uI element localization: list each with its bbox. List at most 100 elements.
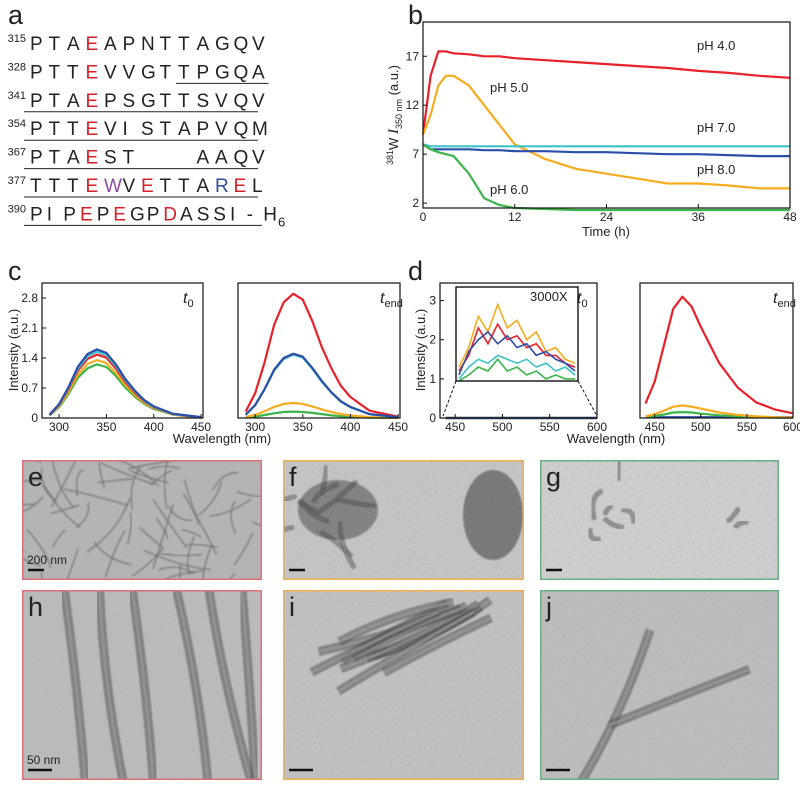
fibril-edge [152,504,174,569]
y-label-suffix: (a.u.) [386,65,401,99]
x-tick-label: 450 [191,420,211,434]
fibril-edge [159,553,203,557]
x-tick-label: 450 [445,420,465,434]
fibril-edge [40,571,42,580]
residue-number: 377 [8,175,26,187]
residues: ASSI-H [180,204,277,225]
residues: E [234,176,247,197]
data-line [645,404,794,419]
y-tick-label: 0.7 [21,381,38,395]
image-grain [540,590,779,780]
fibril-edge [202,544,212,580]
fibril-edge [22,504,35,506]
residues: E [86,148,99,169]
x-tick-label: 48 [783,210,797,224]
inset-border [455,286,579,382]
fibril-edge [617,460,621,481]
fibril-edge [588,528,601,541]
fibril-edge [42,485,81,528]
micrograph-image [283,460,524,580]
y-tick-label: 2 [429,333,436,347]
aggregate [463,470,523,560]
residues: L [252,176,263,197]
fibril-edge [198,481,222,516]
x-tick-label: 500 [691,420,711,434]
fibril-edge [22,550,25,553]
annotation-text: t [380,290,385,307]
fibril-edge [603,517,624,529]
panel-label: g [546,462,561,492]
annotation-subscript: 0 [187,298,193,310]
fibril-edge [609,667,750,727]
x-tick-label: 450 [645,420,665,434]
fibril-edge [209,498,252,517]
annotation-text: t [183,290,188,307]
x-tick-label: 24 [600,210,614,224]
residues: D [163,204,177,225]
fibril-edge [183,493,217,555]
fibril-edge [621,509,635,524]
fibril-edge [144,550,211,571]
series-label: pH 8.0 [697,162,735,177]
x-tick-label: 350 [293,420,313,434]
scale-bar-label: 50 nm [27,753,60,767]
residues: GP [130,204,159,225]
fibril [22,550,25,553]
annotation: tend [773,290,796,310]
fibril-edge [310,610,440,674]
fibril-edge [97,590,125,780]
residue-number: 367 [8,147,26,159]
fibril-edge [252,521,262,527]
x-tick-label: 400 [340,420,360,434]
y-tick-label: 1 [429,372,436,386]
residues: E [141,176,154,197]
micrograph-image [540,590,779,780]
panel-label: j [545,592,552,622]
data-line [644,295,794,415]
image-grain [540,460,779,580]
fibril-edge [207,590,253,780]
annotation-subscript: end [777,298,795,310]
y-tick-label: 1.4 [21,351,38,365]
inset-line [458,358,575,382]
micrograph-border [540,590,779,780]
y-tick-label: 0 [429,411,436,425]
fibril-edge [94,541,132,565]
x-tick-label: 12 [508,210,522,224]
fibril-edge [101,463,155,485]
residues: E [86,119,99,140]
y-tick-label: 0 [31,411,38,425]
x-tick-label: 550 [737,420,757,434]
y-tick-label: 2 [412,196,419,210]
x-axis-label: Wavelength (nm) [173,431,272,446]
panel-label: a [8,0,24,30]
micrograph: g [540,460,779,580]
y-tick-label: 12 [406,98,420,112]
y-axis-label: Intensity (a.u.) [413,309,428,391]
micrograph-border [540,460,779,580]
fibril-edge [726,507,740,523]
fibril-edge [340,602,480,671]
annotation-text: t [577,290,582,307]
fibril-edge [104,530,126,578]
inset-line [458,322,576,372]
y-axis-label: 381W I350 nm (a.u.) [385,65,404,165]
fibril-edge [156,518,168,539]
y-tick-label: 3 [429,294,436,308]
fibril-edge [22,502,24,504]
panel-label: h [28,592,43,622]
x-tick-label: 600 [783,420,800,434]
aggregate [298,480,378,540]
y-tick-label: 2.1 [21,321,38,335]
plot-frame [41,282,204,419]
panel-label: f [289,462,297,492]
data-line [421,50,791,135]
plot-frame [237,282,401,419]
fibril-edge [212,472,239,491]
residues: PTA [30,34,80,55]
residues: E [80,204,93,225]
fibril-edge [580,629,652,780]
fibril-edge [22,557,41,566]
residues: E [86,34,99,55]
